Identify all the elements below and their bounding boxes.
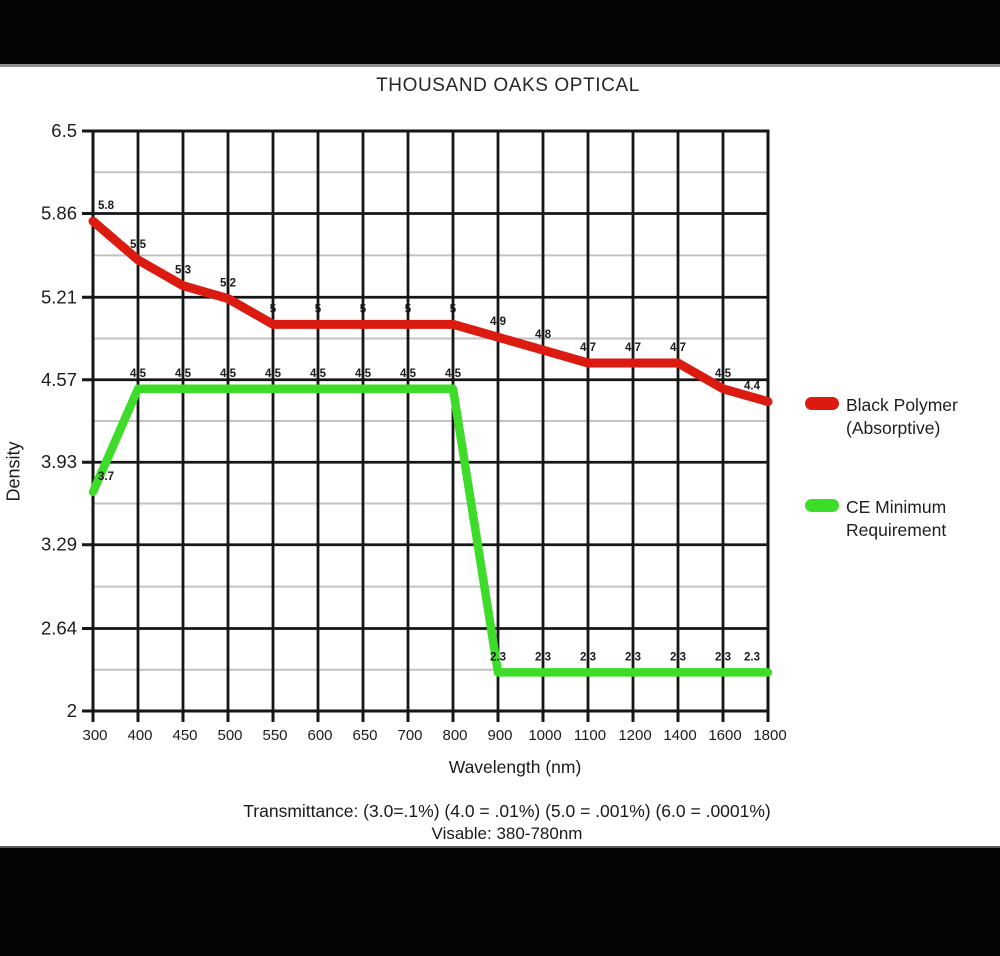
- point-value-label: 4.5: [400, 368, 417, 380]
- point-value-label: 2.3: [580, 651, 596, 663]
- x-tick-label: 900: [487, 727, 512, 744]
- x-tick-label: 300: [82, 727, 107, 744]
- point-value-label: 4.7: [625, 342, 641, 354]
- point-value-label: 2.3: [744, 651, 760, 663]
- transmittance-note: Transmittance: (3.0=.1%) (4.0 = .01%) (5…: [243, 801, 771, 821]
- black-polymer-swatch-icon: [805, 397, 839, 410]
- legend-item-black-polymer: Black Polymer (Absorptive): [805, 394, 995, 440]
- x-tick-label: 1800: [753, 727, 786, 744]
- y-tick-label: 3.29: [41, 534, 77, 555]
- point-value-label: 5: [315, 303, 322, 315]
- x-tick-label: 800: [442, 727, 467, 744]
- ce-minimum-swatch-icon: [805, 499, 839, 512]
- point-value-label: 4.5: [220, 368, 237, 380]
- x-tick-label: 1600: [708, 727, 741, 744]
- x-tick-label: 1100: [574, 727, 606, 744]
- point-value-label: 2.3: [535, 651, 551, 663]
- point-value-label: 4.4: [744, 381, 761, 393]
- legend-label-line: CE Minimum: [846, 497, 947, 517]
- legend-label-line: Black Polymer: [846, 395, 958, 415]
- top-letterbox-bar: [0, 0, 1000, 67]
- point-value-label: 5.8: [98, 200, 115, 212]
- x-tick-label: 400: [127, 727, 152, 744]
- point-value-label: 4.8: [535, 329, 552, 341]
- y-tick-label: 6.5: [51, 120, 77, 141]
- plot-border: [91, 129, 770, 713]
- x-tick-label: 600: [307, 727, 332, 744]
- point-value-label: 4.5: [175, 368, 192, 380]
- point-value-label: 4.7: [580, 342, 596, 354]
- ce-minimum-line: [88, 384, 773, 677]
- point-value-label: 2.3: [715, 651, 731, 663]
- point-value-label: 4.5: [445, 368, 462, 380]
- point-value-label: 5: [270, 303, 277, 315]
- x-tick-label: 700: [397, 727, 422, 744]
- point-value-label: 5.2: [220, 278, 236, 290]
- y-tick-label: 3.93: [41, 451, 77, 472]
- point-value-label: 5.5: [130, 239, 147, 251]
- black-polymer-line: [88, 216, 773, 407]
- point-value-label: 4.9: [490, 316, 506, 328]
- y-tick-label: 2.64: [41, 618, 77, 639]
- y-tick-label: 5.21: [41, 286, 77, 307]
- point-value-label: 4.7: [670, 342, 686, 354]
- point-value-label: 4.5: [130, 368, 147, 380]
- x-tick-label: 1200: [618, 727, 651, 744]
- point-value-label: 4.5: [265, 368, 282, 380]
- x-tick-label: 550: [262, 727, 287, 744]
- point-value-label: 4.5: [310, 368, 327, 380]
- point-value-label: 3.7: [98, 471, 114, 483]
- legend-label-line: (Absorptive): [846, 418, 941, 438]
- x-tick-label: 1000: [528, 727, 561, 744]
- x-tick-label: 500: [217, 727, 242, 744]
- x-tick-label: 1400: [663, 727, 696, 744]
- y-tick-label: 5.86: [41, 202, 77, 223]
- point-value-label: 5: [405, 303, 412, 315]
- y-tick-label: 4.57: [41, 369, 77, 390]
- point-value-label: 5: [360, 303, 367, 315]
- visible-range-note: Visable: 380-780nm: [431, 824, 583, 843]
- legend-item-ce-minimum: CE Minimum Requirement: [805, 496, 995, 542]
- legend-label-line: Requirement: [846, 520, 947, 540]
- x-tick-label: 450: [172, 727, 197, 744]
- y-tick-label: 2: [67, 700, 77, 721]
- chart-title: THOUSAND OAKS OPTICAL: [376, 75, 640, 96]
- bottom-letterbox-bar: [0, 846, 1000, 956]
- point-value-label: 5: [450, 303, 457, 315]
- x-tick-label: 650: [352, 727, 377, 744]
- point-value-label: 2.3: [625, 651, 641, 663]
- point-value-label: 5.3: [175, 265, 191, 277]
- point-value-label: 4.5: [355, 368, 372, 380]
- x-axis-title: Wavelength (nm): [448, 757, 582, 777]
- point-value-label: 4.5: [715, 368, 732, 380]
- point-value-label: 2.3: [490, 651, 506, 663]
- y-axis-title: Density: [3, 441, 24, 502]
- point-value-label: 2.3: [670, 651, 686, 663]
